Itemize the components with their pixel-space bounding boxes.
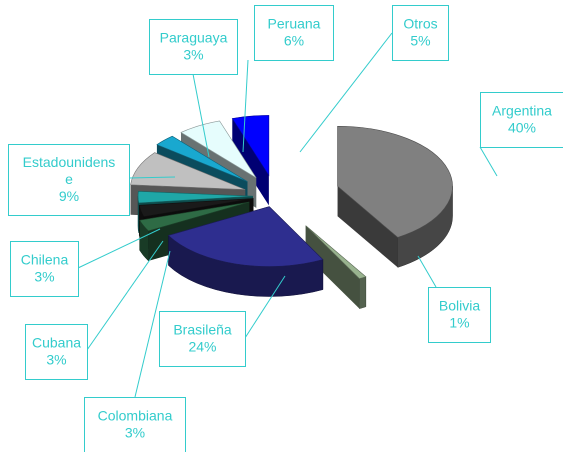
data-label-value-colombiana: 3%	[125, 425, 145, 441]
data-label-value-paraguaya: 3%	[183, 47, 203, 63]
leader-line-peruana	[242, 59, 249, 153]
slice-top-argentina	[337, 125, 453, 238]
label-box-otros	[392, 5, 449, 61]
leader-line-argentina	[479, 146, 498, 177]
label-box-argentina	[480, 92, 563, 148]
data-label-category-cubana: Cubana	[32, 335, 81, 351]
data-label-value-argentina: 40%	[508, 120, 536, 136]
data-label-category-peruana: Peruana	[268, 16, 321, 32]
data-label-value-otros: 5%	[410, 33, 430, 49]
slice-top-otros	[231, 115, 270, 177]
label-box-peruana	[254, 5, 334, 61]
leader-line-brasileña	[244, 275, 286, 339]
slice-brasileña	[167, 206, 324, 297]
data-label-category-estadounidense: Estadounidens	[23, 154, 116, 170]
pie-slices	[130, 115, 453, 310]
label-box-brasileña	[159, 311, 246, 367]
leader-line-paraguaya	[192, 73, 210, 158]
slice-bolivia	[305, 225, 367, 310]
leader-line-cubana	[86, 240, 164, 351]
leader-line-chilena	[77, 228, 161, 269]
label-box-cubana	[25, 324, 88, 380]
label-box-paraguaya	[149, 19, 238, 75]
label-box-estadounidense	[8, 144, 130, 216]
data-label-value-estadounidense: 9%	[59, 188, 79, 204]
slice-top-chilena	[137, 191, 254, 204]
data-label-category-otros: Otros	[403, 16, 437, 32]
data-label-category-paraguaya: Paraguaya	[160, 30, 228, 46]
data-label-category-chilena: Chilena	[21, 252, 69, 268]
label-box-bolivia	[428, 287, 491, 343]
slice-top-bolivia	[305, 225, 367, 280]
leader-line-otros	[299, 32, 393, 153]
slice-edge-argentina	[337, 186, 398, 268]
data-label-value-cubana: 3%	[46, 352, 66, 368]
leader-line-colombiana	[134, 250, 171, 398]
slice-top-peruana	[180, 120, 257, 179]
data-label-category-bolivia: Bolivia	[439, 298, 480, 314]
slice-edge-otros	[232, 118, 269, 206]
data-label-value-chilena: 3%	[34, 269, 54, 285]
slice-top-cubana	[138, 198, 254, 218]
slice-top-paraguaya	[156, 135, 248, 182]
slice-top-colombiana	[139, 201, 250, 232]
data-label-category-estadounidense: e	[65, 171, 73, 187]
leader-line-estadounidense	[128, 176, 176, 179]
data-label-value-peruana: 6%	[284, 33, 304, 49]
data-label-category-colombiana: Colombiana	[98, 408, 173, 424]
slice-argentina	[337, 125, 453, 268]
leader-line-bolivia	[417, 255, 437, 288]
data-label-category-argentina: Argentina	[492, 103, 552, 119]
label-box-colombiana	[84, 397, 186, 452]
slice-otros	[231, 115, 270, 206]
slice-edge-bolivia	[305, 225, 366, 307]
slice-top-estadounidense	[130, 152, 246, 190]
label-box-chilena	[10, 241, 79, 297]
slice-side-bolivia	[359, 276, 367, 310]
data-label-category-brasileña: Brasileña	[173, 322, 232, 338]
data-label-value-bolivia: 1%	[449, 315, 469, 331]
slice-top-brasileña	[167, 206, 324, 267]
data-label-value-brasileña: 24%	[188, 339, 216, 355]
